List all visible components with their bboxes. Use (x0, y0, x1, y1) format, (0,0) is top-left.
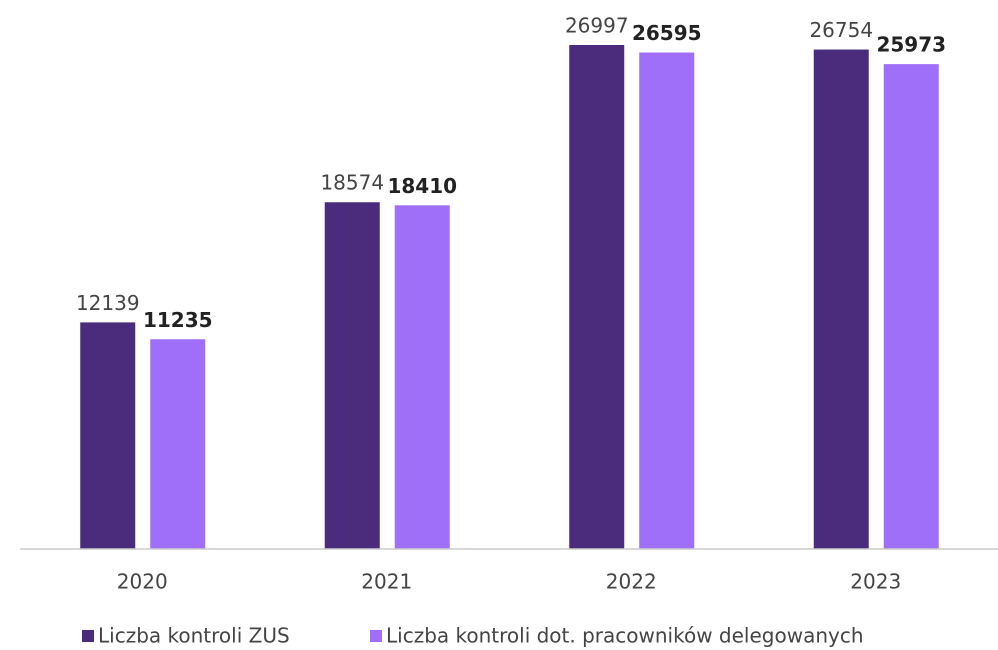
x-tick-label: 2021 (361, 570, 412, 594)
bar (394, 205, 450, 549)
value-label: 11235 (143, 308, 213, 332)
value-label: 26997 (565, 14, 629, 38)
value-label: 18574 (320, 171, 384, 195)
bar (80, 322, 136, 549)
bar (883, 64, 939, 549)
legend-swatch (370, 630, 382, 642)
bar (639, 52, 695, 550)
legend-label: Liczba kontroli ZUS (98, 624, 290, 648)
bar (324, 202, 380, 549)
value-label: 12139 (76, 291, 140, 315)
x-tick-label: 2022 (606, 570, 657, 594)
value-label: 26754 (809, 18, 873, 42)
legend-label: Liczba kontroli dot. pracowników delegow… (386, 624, 864, 648)
value-label: 25973 (876, 33, 946, 57)
bar (569, 45, 625, 549)
x-tick-label: 2020 (117, 570, 168, 594)
bar (813, 49, 869, 550)
value-label: 18410 (387, 174, 457, 198)
x-tick-label: 2023 (850, 570, 901, 594)
value-label: 26595 (632, 21, 702, 45)
bar (150, 339, 206, 549)
legend-swatch (82, 630, 94, 642)
